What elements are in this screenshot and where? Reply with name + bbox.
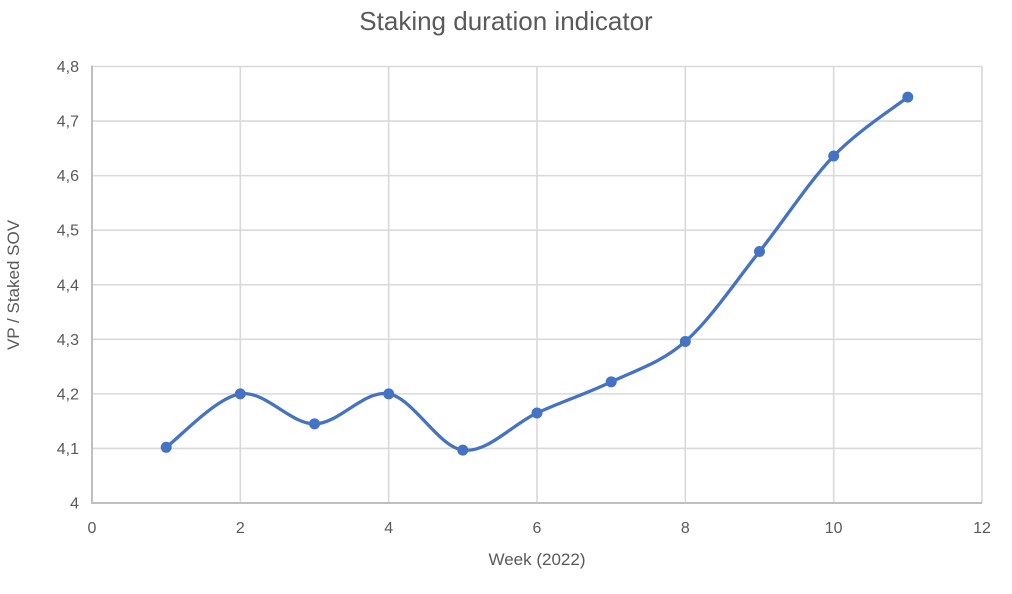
data-point-marker [679, 336, 691, 347]
x-axis-title: Week (2022) [488, 550, 586, 569]
data-point-marker [605, 376, 617, 388]
y-tick-label: 4,1 [57, 441, 79, 458]
data-point-marker [902, 91, 914, 103]
y-tick-label: 4,3 [57, 332, 79, 349]
data-point-marker [160, 441, 172, 453]
chart-title: Staking duration indicator [359, 6, 653, 36]
data-point-marker [457, 444, 469, 456]
x-tick-label: 10 [825, 520, 843, 537]
data-point-marker [309, 418, 320, 430]
y-tick-label: 4,2 [57, 386, 79, 403]
data-point-marker [754, 246, 765, 257]
data-point-marker [531, 407, 543, 419]
x-tick-label: 8 [681, 520, 690, 537]
data-point-marker [234, 388, 246, 400]
data-point-marker [828, 150, 840, 162]
x-tick-label: 0 [88, 520, 97, 537]
x-tick-label: 12 [973, 520, 991, 537]
y-tick-label: 4,4 [57, 277, 79, 294]
x-tick-label: 6 [533, 520, 542, 537]
y-tick-label: 4,7 [57, 114, 79, 131]
y-tick-label: 4,6 [57, 168, 79, 185]
y-tick-label: 4 [70, 496, 79, 513]
y-tick-label: 4,5 [57, 223, 79, 240]
x-tick-label: 2 [236, 520, 245, 537]
y-tick-label: 4,8 [57, 59, 79, 76]
x-tick-label: 4 [384, 520, 393, 537]
data-point-marker [383, 388, 395, 400]
